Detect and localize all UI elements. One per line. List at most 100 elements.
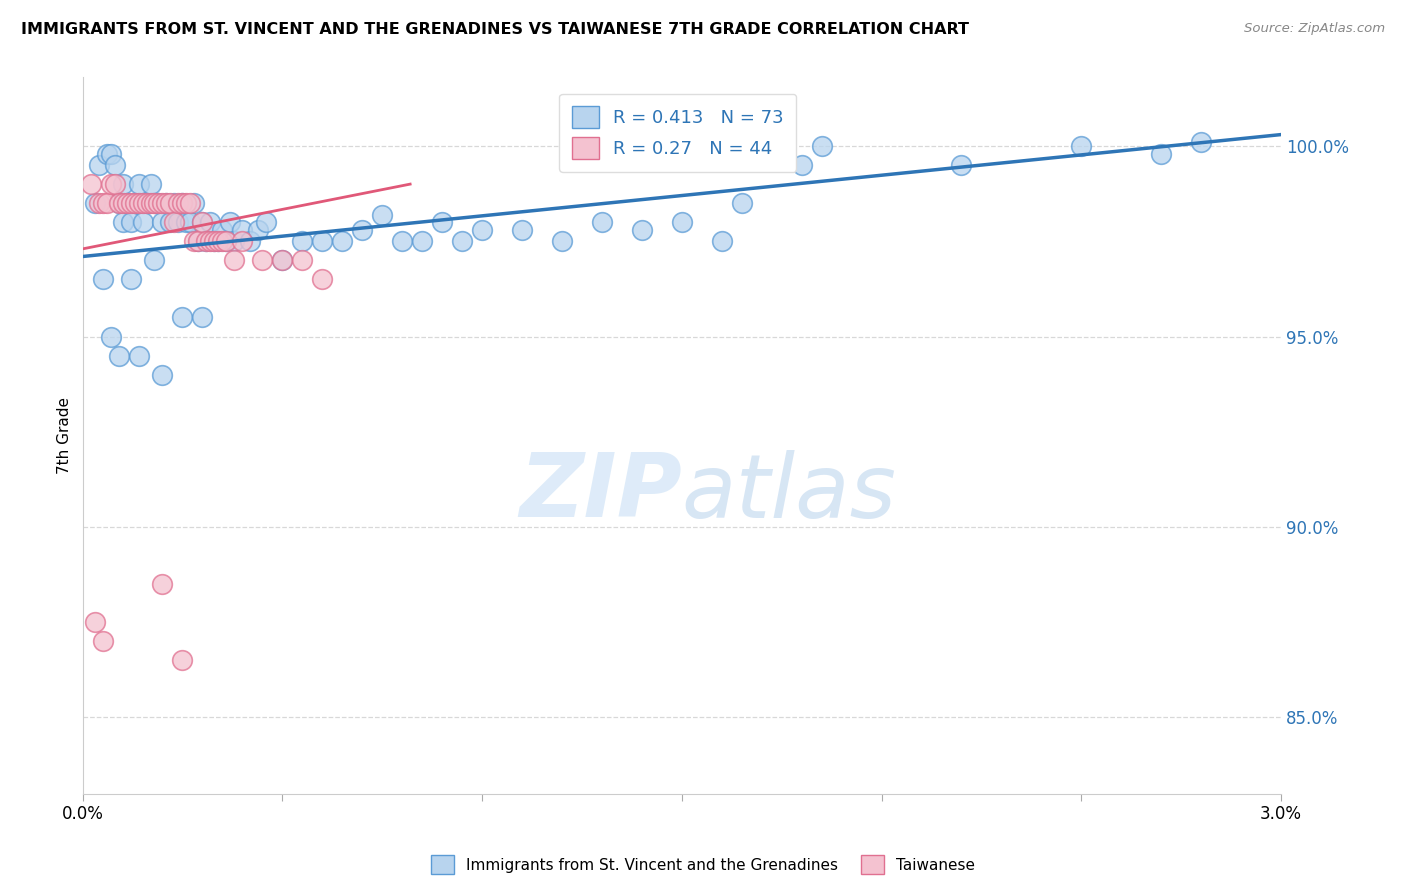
Point xyxy=(87,158,110,172)
Point xyxy=(163,215,186,229)
Point xyxy=(630,223,652,237)
Point xyxy=(91,272,114,286)
Point xyxy=(183,234,205,248)
Point xyxy=(195,234,218,248)
Point xyxy=(191,310,214,325)
Point xyxy=(111,177,134,191)
Legend: R = 0.413   N = 73, R = 0.27   N = 44: R = 0.413 N = 73, R = 0.27 N = 44 xyxy=(560,94,796,172)
Point xyxy=(107,349,129,363)
Point xyxy=(231,223,253,237)
Point xyxy=(139,196,162,211)
Point xyxy=(239,234,262,248)
Point xyxy=(710,234,733,248)
Point xyxy=(271,253,294,268)
Point xyxy=(1070,139,1092,153)
Point xyxy=(163,196,186,211)
Point xyxy=(107,196,129,211)
Point xyxy=(219,215,242,229)
Point xyxy=(120,215,142,229)
Text: Source: ZipAtlas.com: Source: ZipAtlas.com xyxy=(1244,22,1385,36)
Point xyxy=(224,253,246,268)
Point xyxy=(371,208,394,222)
Point xyxy=(152,577,174,591)
Point xyxy=(143,196,166,211)
Point xyxy=(311,272,333,286)
Point xyxy=(207,234,229,248)
Text: atlas: atlas xyxy=(682,450,897,536)
Point xyxy=(152,196,174,211)
Point xyxy=(211,223,233,237)
Point xyxy=(291,234,314,248)
Point xyxy=(103,177,125,191)
Point xyxy=(204,234,226,248)
Point xyxy=(291,253,314,268)
Point xyxy=(135,196,157,211)
Point xyxy=(471,223,494,237)
Point xyxy=(215,234,238,248)
Point xyxy=(120,272,142,286)
Point xyxy=(172,196,194,211)
Point xyxy=(176,215,198,229)
Point xyxy=(1150,146,1173,161)
Point xyxy=(451,234,474,248)
Point xyxy=(211,234,233,248)
Point xyxy=(204,234,226,248)
Point xyxy=(111,215,134,229)
Point xyxy=(252,253,274,268)
Point xyxy=(79,177,101,191)
Point xyxy=(510,223,533,237)
Point xyxy=(176,196,198,211)
Point xyxy=(115,196,138,211)
Point xyxy=(96,146,118,161)
Point xyxy=(411,234,433,248)
Point xyxy=(96,196,118,211)
Point xyxy=(179,196,201,211)
Point xyxy=(191,215,214,229)
Point xyxy=(224,234,246,248)
Point xyxy=(128,196,150,211)
Point xyxy=(790,158,813,172)
Point xyxy=(143,253,166,268)
Point xyxy=(172,196,194,211)
Point xyxy=(148,196,170,211)
Point xyxy=(103,158,125,172)
Point xyxy=(159,215,181,229)
Point xyxy=(215,234,238,248)
Point xyxy=(83,615,105,630)
Point xyxy=(152,215,174,229)
Point xyxy=(731,196,754,211)
Point xyxy=(591,215,613,229)
Point xyxy=(100,329,122,343)
Point xyxy=(87,196,110,211)
Point xyxy=(155,196,177,211)
Point xyxy=(148,196,170,211)
Point xyxy=(107,196,129,211)
Point xyxy=(139,177,162,191)
Point xyxy=(172,653,194,667)
Point xyxy=(352,223,374,237)
Point xyxy=(200,215,222,229)
Point xyxy=(207,234,229,248)
Point xyxy=(111,196,134,211)
Point xyxy=(135,196,157,211)
Point xyxy=(231,234,253,248)
Point xyxy=(167,215,190,229)
Point xyxy=(950,158,973,172)
Point xyxy=(124,196,146,211)
Point xyxy=(391,234,413,248)
Point xyxy=(124,196,146,211)
Point xyxy=(430,215,453,229)
Point xyxy=(155,196,177,211)
Point xyxy=(810,139,832,153)
Point xyxy=(247,223,270,237)
Point xyxy=(91,634,114,648)
Point xyxy=(128,349,150,363)
Point xyxy=(100,177,122,191)
Point xyxy=(100,146,122,161)
Point xyxy=(120,196,142,211)
Point xyxy=(91,196,114,211)
Point xyxy=(152,368,174,382)
Point xyxy=(254,215,277,229)
Point xyxy=(183,196,205,211)
Legend: Immigrants from St. Vincent and the Grenadines, Taiwanese: Immigrants from St. Vincent and the Gren… xyxy=(425,849,981,880)
